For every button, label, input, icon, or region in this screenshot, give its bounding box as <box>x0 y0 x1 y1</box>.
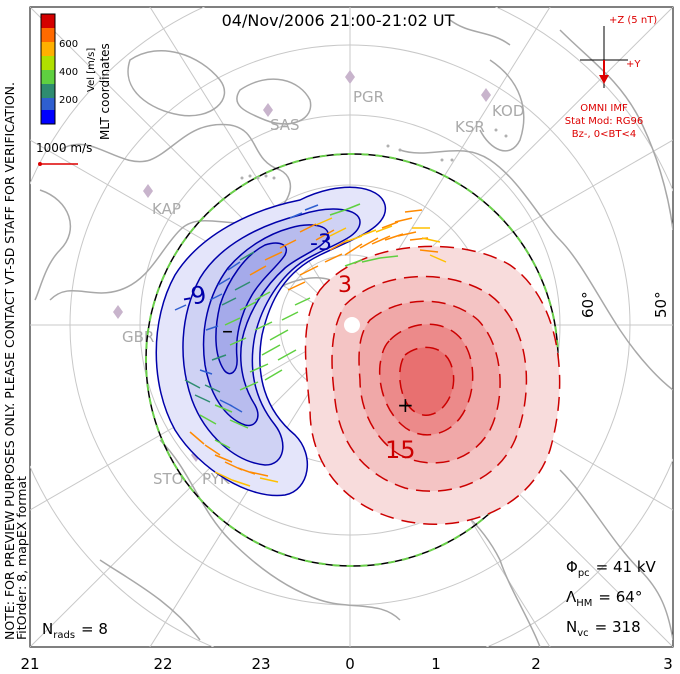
scale-vector-origin <box>38 162 42 166</box>
station-label-kap: KAP <box>152 200 181 218</box>
contour-label-positive: 15 <box>385 436 416 464</box>
mlt-tick-2: 2 <box>531 655 541 673</box>
coastlines <box>34 19 673 647</box>
data-dots <box>240 128 508 180</box>
station-label-gbr: GBR <box>122 328 154 346</box>
potential-max-marker: + <box>397 393 414 417</box>
imf-vector-arrowhead <box>599 75 609 84</box>
mlt-tick-22: 22 <box>153 655 172 673</box>
potential-min-marker: – <box>222 319 233 344</box>
colorbar-segment <box>41 110 55 124</box>
imf-model: Stat Mod: RG96 <box>565 116 644 127</box>
imf-z-label: +Z (5 nT) <box>609 15 657 26</box>
colorbar-segment <box>41 56 55 70</box>
preview-note: NOTE: FOR PREVIEW PURPOSES ONLY. PLEASE … <box>2 82 17 640</box>
mlt-tick-23: 23 <box>251 655 270 673</box>
colorbar-segment <box>41 98 55 110</box>
hm-boundary-latitude: ΛHM = 64° <box>566 588 642 609</box>
station-label-pgr: PGR <box>353 88 384 106</box>
station-label-kod: KOD <box>492 102 524 120</box>
imf-source: OMNI IMF <box>580 103 628 114</box>
mlt-tick-1: 1 <box>431 655 441 673</box>
velocity-colorbar: 600 400 200 Vel [m/s] <box>40 13 97 125</box>
plot-frame <box>29 6 674 648</box>
map-title: 04/Nov/2006 21:00-21:02 UT <box>222 11 455 30</box>
vector-count: Nvc = 318 <box>566 618 641 639</box>
fit-order-note: FitOrder: 8, mapEX format <box>14 476 29 640</box>
station-marker <box>345 70 355 84</box>
mlt-tick-21: 21 <box>20 655 39 673</box>
cross-polar-potential: Φpc = 41 kV <box>566 558 657 579</box>
colorbar-tick-200: 200 <box>59 95 78 106</box>
colorbar-segment <box>41 84 55 98</box>
station-label-sas: SAS <box>270 116 300 134</box>
mlt-tick-0: 0 <box>345 655 355 673</box>
station-marker <box>143 184 153 198</box>
mlt-tick-3: 3 <box>663 655 673 673</box>
colorbar-segment <box>41 14 55 28</box>
imf-y-label: +Y <box>626 59 641 70</box>
station-label-sto: STO <box>153 470 184 488</box>
contour-label-negative: -9 <box>180 280 208 312</box>
lat-label-60: 60° <box>579 291 597 318</box>
colorbar-segment <box>41 70 55 84</box>
negative-potential-cell <box>155 186 386 497</box>
velocity-vectors <box>174 203 447 487</box>
station-label-ksr: KSR <box>455 118 485 136</box>
station-marker <box>481 88 491 102</box>
radar-count: Nrads = 8 <box>42 620 108 641</box>
contour-label-positive-2: 3 <box>338 273 352 298</box>
scale-vector-label: 1000 m/s <box>36 141 92 155</box>
positive-potential-cell <box>304 245 561 525</box>
colorbar-segment <box>41 28 55 42</box>
colorbar-segment <box>41 42 55 56</box>
imf-condition: Bz-, 0<BT<4 <box>572 129 637 140</box>
colorbar-tick-400: 400 <box>59 67 78 78</box>
contour-label-negative-2: -3 <box>310 231 332 256</box>
coordinate-label: MLT coordinates <box>98 43 112 140</box>
station-marker <box>263 103 273 117</box>
colorbar-label: Vel [m/s] <box>86 48 97 92</box>
station-marker <box>113 305 123 319</box>
colorbar-tick-600: 600 <box>59 39 78 50</box>
pole-marker <box>344 317 360 333</box>
lat-label-50: 50° <box>652 291 670 318</box>
imf-clock: +Z (5 nT) +Y OMNI IMF Stat Mod: RG96 Bz-… <box>565 15 658 140</box>
